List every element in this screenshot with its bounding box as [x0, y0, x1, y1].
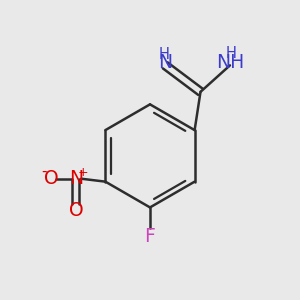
Text: O: O: [69, 201, 83, 220]
Text: +: +: [78, 166, 88, 179]
Text: NH: NH: [216, 53, 244, 73]
Text: H: H: [226, 46, 237, 61]
Text: N: N: [158, 53, 172, 73]
Text: H: H: [158, 47, 169, 62]
Text: N: N: [69, 169, 83, 188]
Text: -: -: [42, 164, 47, 179]
Text: O: O: [44, 169, 58, 188]
Text: F: F: [145, 227, 155, 246]
